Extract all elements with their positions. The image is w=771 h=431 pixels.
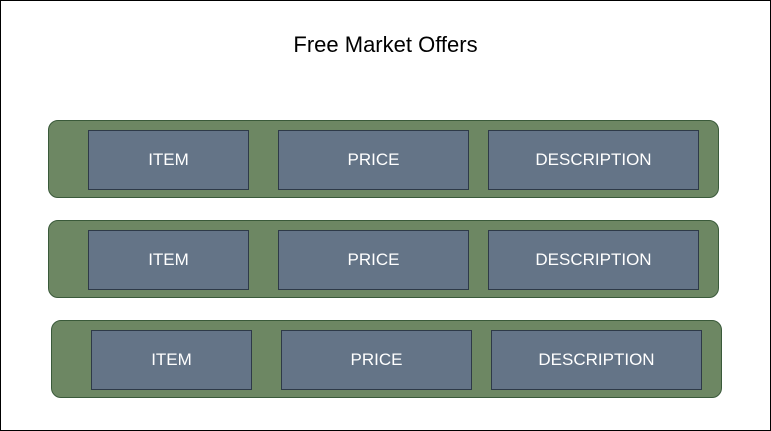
description-cell: DESCRIPTION [488, 130, 699, 190]
price-cell: PRICE [281, 330, 472, 390]
price-cell: PRICE [278, 130, 469, 190]
item-cell: ITEM [91, 330, 252, 390]
offer-row: ITEM PRICE DESCRIPTION [48, 220, 719, 298]
price-cell: PRICE [278, 230, 469, 290]
item-cell: ITEM [88, 230, 249, 290]
item-cell: ITEM [88, 130, 249, 190]
description-cell: DESCRIPTION [491, 330, 702, 390]
offer-row: ITEM PRICE DESCRIPTION [51, 320, 722, 398]
diagram-title: Free Market Offers [293, 32, 478, 57]
offer-row: ITEM PRICE DESCRIPTION [48, 120, 719, 198]
description-cell: DESCRIPTION [488, 230, 699, 290]
